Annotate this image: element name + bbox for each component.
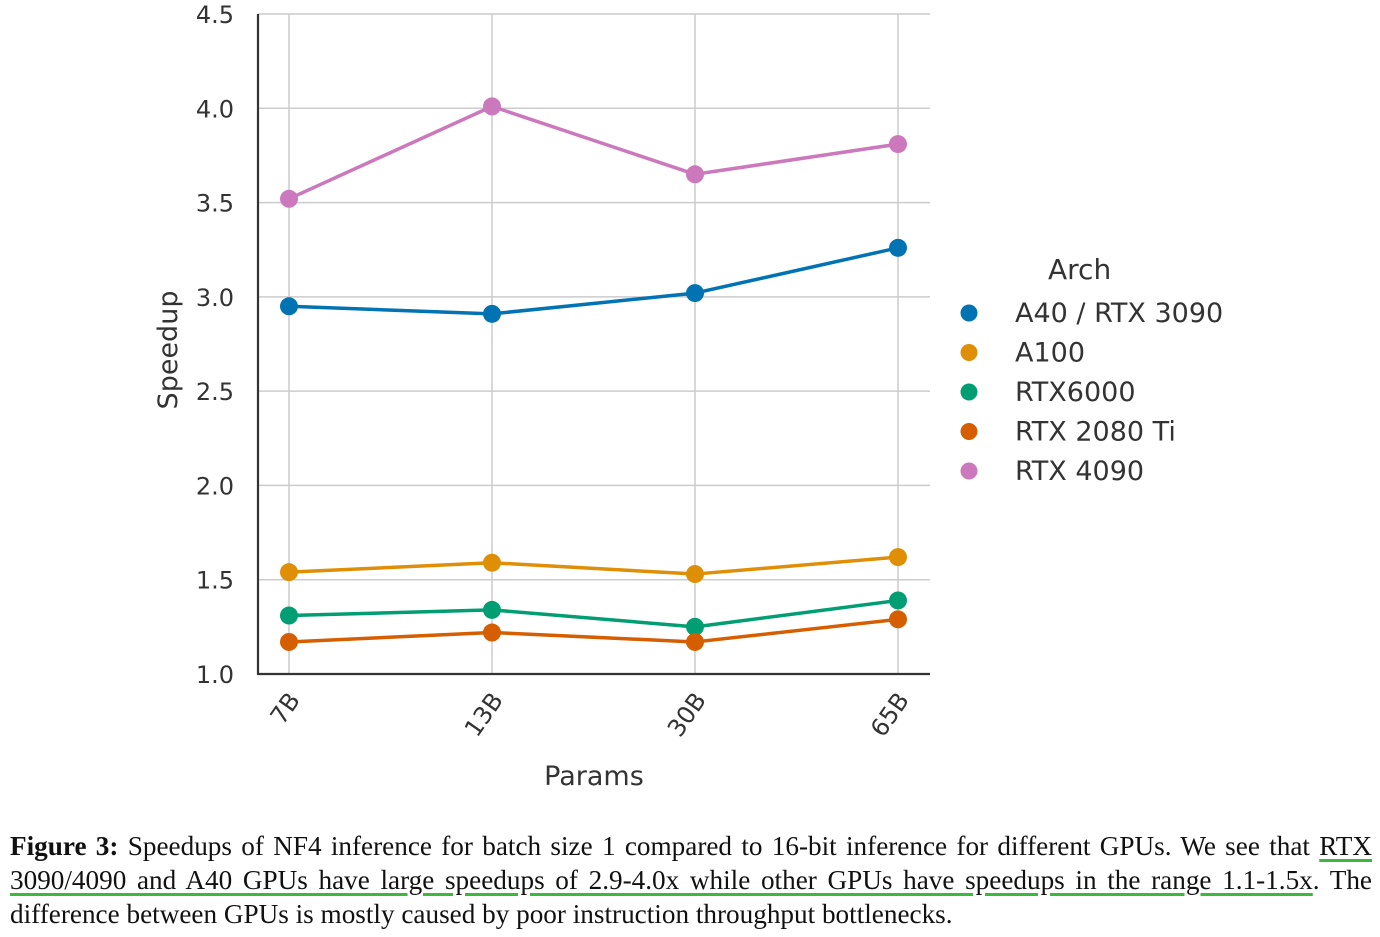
data-point [889,610,907,629]
data-point [280,297,298,316]
caption-highlight: RTX 3090/4090 and A40 GPUs have large sp… [10,831,1372,895]
series-lines [288,104,899,644]
caption-text-before: Speedups of NF4 inference for batch size… [118,831,1320,861]
data-point [686,284,704,303]
caption-label: Figure 3: [10,831,119,861]
series-line [288,555,899,576]
data-point [686,617,704,636]
y-tick-label: 3.0 [196,284,234,312]
legend-marker [960,462,978,480]
x-tick-label: 65B [865,687,915,742]
x-tick-label: 30B [662,687,712,742]
data-point [686,565,704,584]
x-tick-labels: 7B 13B 30B 65B [265,687,915,742]
data-point [483,553,501,572]
data-point [686,165,704,184]
legend-entry: RTX6000 [1015,377,1136,408]
legend-entry: A40 / RTX 3090 [1015,298,1223,329]
data-point [280,563,298,582]
data-point [889,135,907,154]
legend-entry: RTX 2080 Ti [1015,417,1176,448]
y-tick-label: 4.0 [196,95,234,123]
grid-lines [258,13,930,675]
data-point [483,600,501,619]
data-point [889,548,907,567]
legend-marker [960,344,978,361]
data-point [889,591,907,610]
y-tick-labels: 1.0 1.5 2.0 2.5 3.0 3.5 4.0 4.5 [196,1,234,689]
caption-text-after: . The difference between GPUs is mostly … [10,865,1372,929]
y-tick-label: 2.5 [196,378,234,406]
legend-title: Arch [1048,253,1111,286]
data-point [889,238,907,257]
y-tick-label: 1.5 [196,567,234,595]
data-point [483,623,501,642]
legend-marker [960,383,978,401]
y-axis-label: Speedup [153,291,184,410]
y-tick-label: 1.0 [196,661,234,689]
data-point [280,632,298,651]
legend-entry: RTX 4090 [1015,456,1144,487]
series-points [280,97,907,651]
legend-marker [960,304,978,322]
x-tick-label: 13B [459,687,509,742]
y-tick-label: 4.5 [196,1,234,29]
legend-entry: A100 [1015,338,1085,369]
series-line [288,104,899,201]
figure-caption: Figure 3: Speedups of NF4 inference for … [10,829,1372,931]
y-tick-label: 2.0 [196,472,234,500]
legend: Arch A40 / RTX 3090 A100 RTX6000 RTX 2080 T… [960,253,1223,487]
x-tick-label: 7B [265,687,306,729]
data-point [483,97,501,116]
speedup-chart: 1.0 1.5 2.0 2.5 3.0 3.5 4.0 4.5 7B 13B 30B 65B Spe… [153,1,1223,792]
series-line [288,617,899,644]
data-point [483,304,501,323]
series-line [288,598,899,629]
data-point [280,606,298,625]
x-axis-label: Params [544,761,644,792]
data-point [280,189,298,208]
data-point [686,632,704,651]
y-tick-label: 3.5 [196,190,234,218]
legend-marker [960,423,978,440]
series-line [288,246,899,316]
